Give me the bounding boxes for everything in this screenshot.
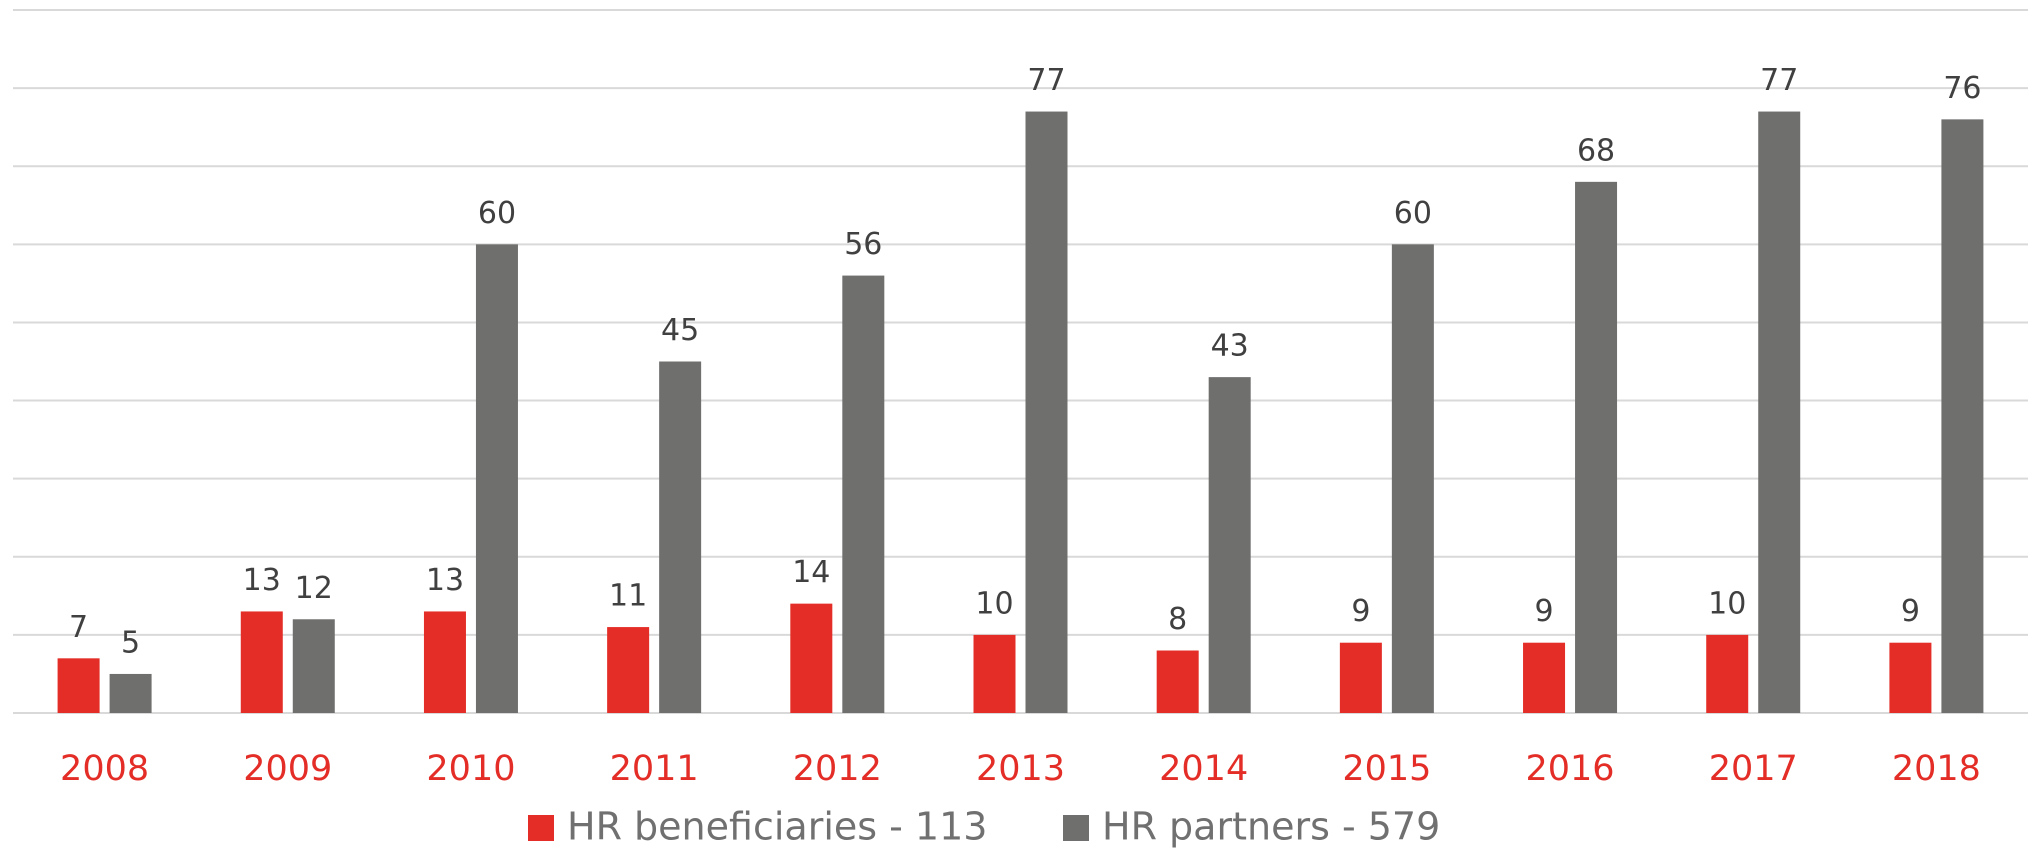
data-label: 56 — [844, 227, 882, 262]
bar — [1208, 377, 1251, 713]
data-label: 10 — [1708, 586, 1746, 621]
data-label: 8 — [1168, 602, 1187, 637]
data-label: 11 — [609, 579, 647, 614]
legend-swatch — [1063, 815, 1089, 841]
data-label: 60 — [1394, 196, 1432, 231]
data-label: 43 — [1211, 329, 1249, 364]
data-label: 76 — [1943, 71, 1981, 106]
bar — [1523, 642, 1566, 713]
x-tick-label: 2009 — [243, 749, 332, 789]
x-tick-label: 2017 — [1709, 749, 1798, 789]
x-tick-label: 2018 — [1892, 749, 1981, 789]
bar — [292, 619, 335, 713]
x-tick-label: 2011 — [610, 749, 699, 789]
x-tick-label: 2012 — [793, 749, 882, 789]
bar — [1706, 634, 1749, 713]
bar — [842, 275, 885, 713]
bar — [109, 673, 152, 713]
data-label: 9 — [1534, 594, 1553, 629]
x-tick-label: 2013 — [976, 749, 1065, 789]
bar — [1025, 111, 1068, 714]
legend-label: HR beneficiaries - 113 — [567, 805, 987, 849]
legend-swatch — [528, 815, 554, 841]
bar — [423, 611, 466, 713]
bar — [973, 634, 1016, 713]
bar — [1156, 650, 1199, 713]
data-label: 77 — [1027, 63, 1065, 98]
bar — [475, 244, 518, 714]
bar — [659, 361, 702, 713]
data-label: 13 — [243, 563, 281, 598]
x-tick-label: 2016 — [1526, 749, 1615, 789]
bar — [1339, 642, 1382, 713]
bar — [790, 603, 833, 713]
x-tick-label: 2008 — [60, 749, 149, 789]
data-label: 10 — [975, 586, 1013, 621]
bar — [1575, 181, 1618, 713]
bar — [1758, 111, 1801, 714]
bar — [1391, 244, 1434, 714]
data-label: 77 — [1760, 63, 1798, 98]
data-label: 12 — [295, 571, 333, 606]
bar — [57, 658, 100, 713]
data-label: 9 — [1351, 594, 1370, 629]
x-tick-label: 2010 — [426, 749, 515, 789]
bar — [607, 627, 650, 713]
data-label: 45 — [661, 313, 699, 348]
data-label: 9 — [1901, 594, 1920, 629]
x-tick-label: 2015 — [1342, 749, 1431, 789]
data-label: 13 — [426, 563, 464, 598]
data-label: 68 — [1577, 133, 1615, 168]
bar — [240, 611, 283, 713]
data-label: 7 — [69, 610, 88, 645]
data-label: 14 — [792, 555, 830, 590]
bar — [1941, 119, 1984, 714]
legend-label: HR partners - 579 — [1102, 805, 1440, 849]
x-tick-label: 2014 — [1159, 749, 1248, 789]
bar — [1889, 642, 1932, 713]
data-label: 5 — [121, 625, 140, 660]
data-label: 60 — [478, 196, 516, 231]
